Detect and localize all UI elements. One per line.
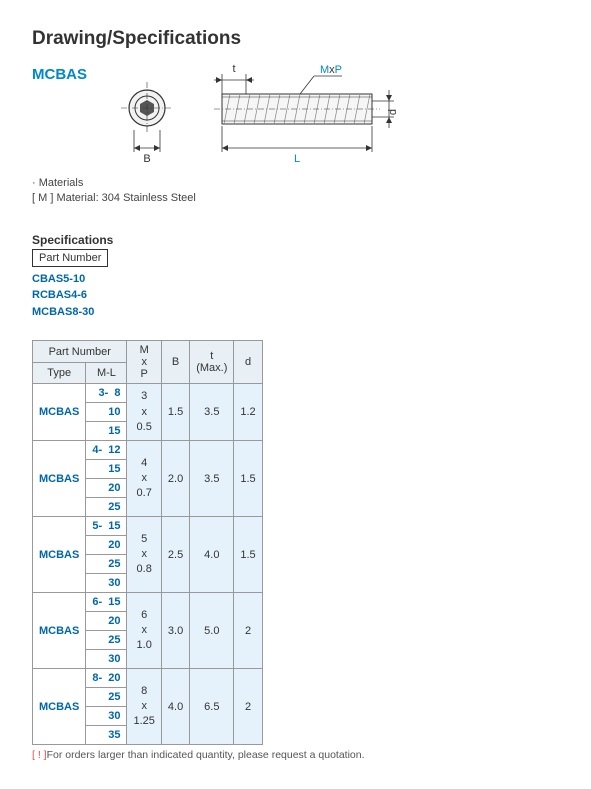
cell-mxp: 8 x 1.25 — [127, 669, 161, 745]
cell-ml: 20 — [86, 612, 127, 631]
cell-ml: 10 — [86, 403, 127, 422]
table-row: MCBAS8- 208 x 1.254.06.52 — [33, 669, 263, 688]
cell-ml: 35 — [86, 726, 127, 745]
th-d: d — [234, 341, 262, 384]
drawing-end-view: B — [112, 60, 182, 170]
cell-ml: 4- 12 — [86, 441, 127, 460]
cell-ml: 5- 15 — [86, 517, 127, 536]
materials-line: [ M ] Material: 304 Stainless Steel — [32, 191, 559, 206]
cell-b: 4.0 — [161, 669, 189, 745]
cell-ml: 8- 20 — [86, 669, 127, 688]
cell-b: 1.5 — [161, 384, 189, 441]
dim-d-label: d — [387, 109, 399, 115]
cell-type: MCBAS — [33, 593, 86, 669]
cell-ml: 25 — [86, 688, 127, 707]
cell-type: MCBAS — [33, 669, 86, 745]
cell-ml: 25 — [86, 498, 127, 517]
cell-ml: 25 — [86, 555, 127, 574]
partnum-example: RCBAS4-6 — [32, 287, 559, 304]
th-t: t (Max.) — [190, 341, 234, 384]
cell-d: 2 — [234, 669, 262, 745]
cell-ml: 15 — [86, 460, 127, 479]
dim-mxp-label: MxP — [320, 64, 342, 76]
cell-d: 1.5 — [234, 517, 262, 593]
cell-t: 5.0 — [190, 593, 234, 669]
partnum-example: CBAS5-10 — [32, 271, 559, 288]
dim-t-label: t — [232, 63, 235, 75]
cell-ml: 30 — [86, 707, 127, 726]
cell-mxp: 5 x 0.8 — [127, 517, 161, 593]
spec-table: Part Number M x P B t (Max.) d Type M-L … — [32, 340, 263, 745]
table-row: MCBAS5- 155 x 0.82.54.01.5 — [33, 517, 263, 536]
drawing-area: MCBAS B — [32, 60, 559, 170]
cell-ml: 30 — [86, 574, 127, 593]
page-title: Drawing/Specifications — [32, 28, 559, 50]
dim-b-label: B — [143, 153, 150, 165]
cell-ml: 15 — [86, 422, 127, 441]
th-ml: M-L — [86, 362, 127, 384]
cell-ml: 20 — [86, 536, 127, 555]
cell-b: 3.0 — [161, 593, 189, 669]
th-b: B — [161, 341, 189, 384]
cell-b: 2.0 — [161, 441, 189, 517]
footnote-text: For orders larger than indicated quantit… — [47, 749, 365, 761]
cell-d: 2 — [234, 593, 262, 669]
cell-mxp: 4 x 0.7 — [127, 441, 161, 517]
partnum-label-box: Part Number — [32, 249, 108, 267]
materials-block: · Materials [ M ] Material: 304 Stainles… — [32, 176, 559, 207]
cell-t: 3.5 — [190, 384, 234, 441]
dim-l-label: L — [294, 153, 300, 165]
cell-t: 3.5 — [190, 441, 234, 517]
cell-ml: 20 — [86, 479, 127, 498]
model-label: MCBAS — [32, 66, 87, 83]
cell-mxp: 3 x 0.5 — [127, 384, 161, 441]
th-type: Type — [33, 362, 86, 384]
th-partnum: Part Number — [33, 341, 127, 363]
partnum-examples: CBAS5-10 RCBAS4-6 MCBAS8-30 — [32, 271, 559, 321]
cell-d: 1.5 — [234, 441, 262, 517]
cell-b: 2.5 — [161, 517, 189, 593]
cell-t: 4.0 — [190, 517, 234, 593]
partnum-example: MCBAS8-30 — [32, 304, 559, 321]
cell-d: 1.2 — [234, 384, 262, 441]
cell-t: 6.5 — [190, 669, 234, 745]
cell-ml: 30 — [86, 650, 127, 669]
cell-type: MCBAS — [33, 517, 86, 593]
specs-heading: Specifications — [32, 233, 559, 247]
cell-type: MCBAS — [33, 384, 86, 441]
footnote-marker: [ ! ] — [32, 749, 47, 761]
table-row: MCBAS3- 83 x 0.51.53.51.2 — [33, 384, 263, 403]
cell-mxp: 6 x 1.0 — [127, 593, 161, 669]
drawing-side-view: t MxP d L — [202, 60, 402, 170]
th-mxp: M x P — [127, 341, 161, 384]
materials-heading: · Materials — [32, 176, 559, 191]
cell-type: MCBAS — [33, 441, 86, 517]
cell-ml: 3- 8 — [86, 384, 127, 403]
cell-ml: 25 — [86, 631, 127, 650]
footnote: [ ! ]For orders larger than indicated qu… — [32, 749, 559, 761]
table-row: MCBAS6- 156 x 1.03.05.02 — [33, 593, 263, 612]
cell-ml: 6- 15 — [86, 593, 127, 612]
table-row: MCBAS4- 124 x 0.72.03.51.5 — [33, 441, 263, 460]
